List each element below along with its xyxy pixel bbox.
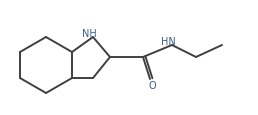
Text: O: O <box>148 80 156 90</box>
Text: HN: HN <box>161 37 175 47</box>
Text: NH: NH <box>82 29 96 39</box>
